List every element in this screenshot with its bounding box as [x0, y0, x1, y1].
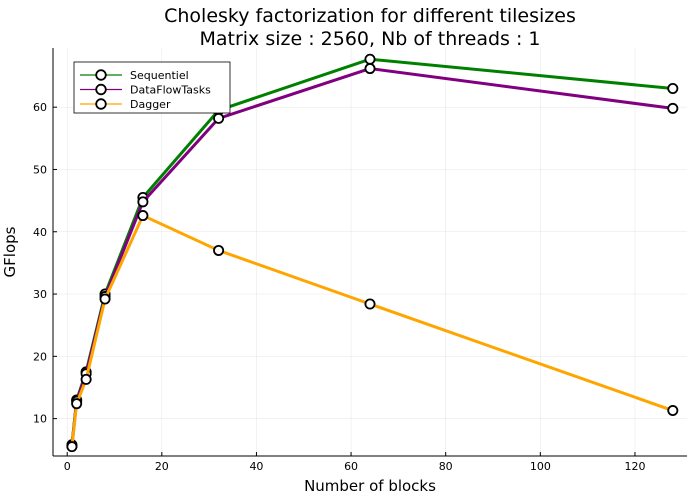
data-point: [667, 82, 679, 94]
x-tick-label: 0: [64, 460, 71, 473]
data-point: [66, 441, 78, 453]
data-point: [364, 63, 376, 75]
x-axis-ticks: 0 20 40 60 80 100 120: [64, 452, 645, 473]
y-tick-label: 40: [33, 226, 47, 239]
x-tick-label: 20: [155, 460, 169, 473]
legend-label: Sequentiel: [130, 69, 189, 82]
y-axis-ticks: 10 20 30 40 50 60: [33, 101, 57, 426]
legend-entry-0: Sequentiel: [80, 69, 189, 82]
x-axis-label: Number of blocks: [304, 477, 436, 495]
data-point: [667, 102, 679, 114]
legend-marker: [95, 83, 107, 96]
x-tick-label: 60: [344, 460, 358, 473]
data-point: [364, 298, 376, 310]
data-point: [99, 293, 111, 305]
legend-label: Dagger: [130, 98, 171, 111]
y-axis-label: GFlops: [1, 226, 19, 277]
data-point: [137, 210, 149, 222]
legend-marker: [95, 98, 107, 110]
y-tick-label: 50: [33, 163, 47, 176]
y-tick-label: 10: [33, 413, 47, 426]
legend-entry-2: Dagger: [80, 98, 171, 111]
grid: [53, 48, 687, 456]
legend-marker: [95, 69, 107, 81]
x-tick-label: 120: [624, 460, 645, 473]
axes-frame: [52, 48, 687, 457]
data-point: [213, 112, 225, 124]
data-point: [137, 196, 149, 208]
series-2: [66, 210, 679, 453]
x-tick-label: 40: [249, 460, 263, 473]
data-point: [364, 53, 376, 65]
y-tick-label: 60: [33, 101, 47, 114]
data-point: [71, 398, 83, 410]
plot-series: [66, 53, 679, 453]
data-point: [667, 405, 679, 417]
chart-title: Cholesky factorization for different til…: [164, 5, 576, 27]
legend-entry-1: DataFlowTasks: [80, 84, 211, 97]
x-tick-label: 80: [439, 460, 453, 473]
y-tick-label: 20: [33, 350, 47, 363]
y-tick-label: 30: [33, 288, 47, 301]
x-tick-label: 100: [530, 460, 551, 473]
chart-subtitle: Matrix size : 2560, Nb of threads : 1: [199, 28, 540, 50]
data-point: [80, 373, 92, 385]
legend-label: DataFlowTasks: [130, 84, 211, 97]
data-point: [213, 244, 225, 256]
